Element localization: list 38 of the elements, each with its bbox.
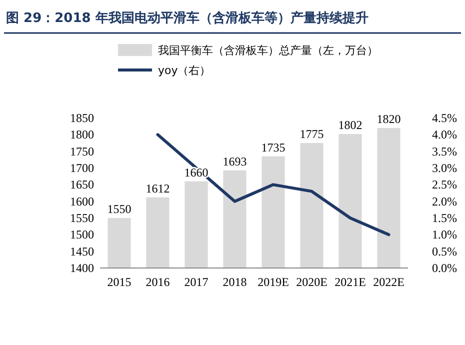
- data-label: 1802: [338, 118, 362, 132]
- y-tick-label: 1750: [70, 144, 94, 158]
- y-tick-label: 1700: [70, 161, 94, 175]
- legend-label: yoy（右）: [158, 64, 211, 77]
- x-tick-label: 2022E: [373, 275, 404, 289]
- x-tick-label: 2015: [107, 275, 132, 289]
- y-tick-label: 1400: [70, 261, 94, 275]
- y2-tick-label: 2.5%: [432, 178, 457, 192]
- x-tick-label: 2016: [146, 275, 170, 289]
- data-label: 1612: [146, 181, 170, 196]
- y2-tick-label: 4.0%: [432, 128, 457, 142]
- y-tick-label: 1800: [70, 128, 94, 142]
- data-label: 1735: [261, 140, 286, 154]
- data-label: 1550: [107, 202, 132, 216]
- data-label: 1775: [300, 127, 324, 141]
- y-tick-label: 1550: [70, 211, 94, 225]
- x-tick-label: 2019E: [258, 275, 289, 289]
- data-label: 1693: [222, 154, 247, 168]
- y-tick-label: 1850: [70, 111, 94, 125]
- y2-tick-label: 0.0%: [432, 261, 457, 275]
- x-tick-label: 2021E: [334, 275, 366, 289]
- x-tick-label: 2020E: [296, 275, 328, 289]
- y2-tick-label: 1.0%: [432, 228, 457, 242]
- y2-tick-label: 2.0%: [432, 194, 457, 208]
- y-tick-label: 1600: [70, 194, 94, 208]
- y-tick-label: 1650: [70, 178, 94, 192]
- y2-tick-label: 0.5%: [432, 244, 457, 258]
- x-tick-label: 2017: [184, 275, 208, 289]
- legend-label: 我国平衡车（含滑板车）总产量（左，万台）: [158, 44, 378, 57]
- y-tick-label: 1500: [70, 228, 94, 242]
- y2-tick-label: 1.5%: [432, 211, 457, 225]
- y2-tick-label: 3.0%: [432, 161, 457, 175]
- title: 图 29：2018 年我国电动平滑车（含滑板车等）产量持续提升: [6, 11, 368, 26]
- x-tick-label: 2018: [222, 275, 247, 289]
- y2-tick-label: 3.5%: [432, 144, 457, 158]
- y2-tick-label: 4.5%: [432, 111, 457, 125]
- y-tick-label: 1450: [70, 244, 94, 258]
- data-label: 1820: [376, 112, 401, 126]
